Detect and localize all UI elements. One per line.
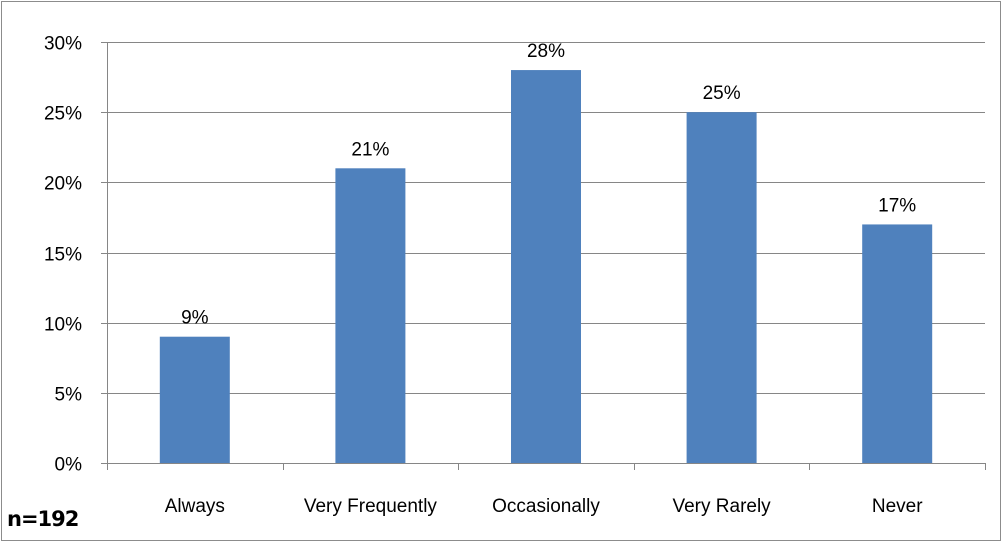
data-labels: 9% 21% 28% 25% 17% — [181, 41, 916, 329]
bar-data-label: 28% — [527, 41, 565, 62]
bar — [335, 168, 406, 464]
y-axis-tick-label: 20% — [44, 174, 82, 195]
y-axis-tick-label: 10% — [44, 315, 82, 336]
x-axis-category-label: Never — [872, 496, 923, 517]
x-axis-category-label: Always — [165, 496, 225, 517]
bar-data-label: 9% — [181, 308, 209, 329]
x-axis-category-label: Very Rarely — [672, 496, 771, 517]
x-axis-tick-labels: Always Very Frequently Occasionally Very Ra… — [165, 496, 924, 517]
y-axis-tick-labels: 0% 5% 10% 15% 20% 25% 30% — [44, 34, 82, 476]
y-axis-tick-label: 30% — [44, 34, 82, 55]
y-axis-tick-label: 25% — [44, 104, 82, 125]
bar-data-label: 21% — [351, 139, 389, 160]
bar — [511, 70, 581, 464]
axes — [101, 42, 986, 470]
bar — [159, 336, 230, 463]
y-axis-tick-label: 0% — [55, 455, 83, 476]
x-axis-category-label: Occasionally — [492, 496, 600, 517]
bar-data-label: 25% — [703, 83, 741, 104]
x-axis-category-label: Very Frequently — [304, 496, 438, 517]
y-axis-tick-label: 15% — [44, 245, 82, 266]
sample-size-note: n=192 — [7, 507, 79, 531]
bars — [159, 70, 933, 464]
y-axis-tick-label: 5% — [55, 385, 83, 406]
bar — [862, 224, 933, 463]
bar — [686, 112, 757, 464]
bar-data-label: 17% — [878, 195, 916, 216]
